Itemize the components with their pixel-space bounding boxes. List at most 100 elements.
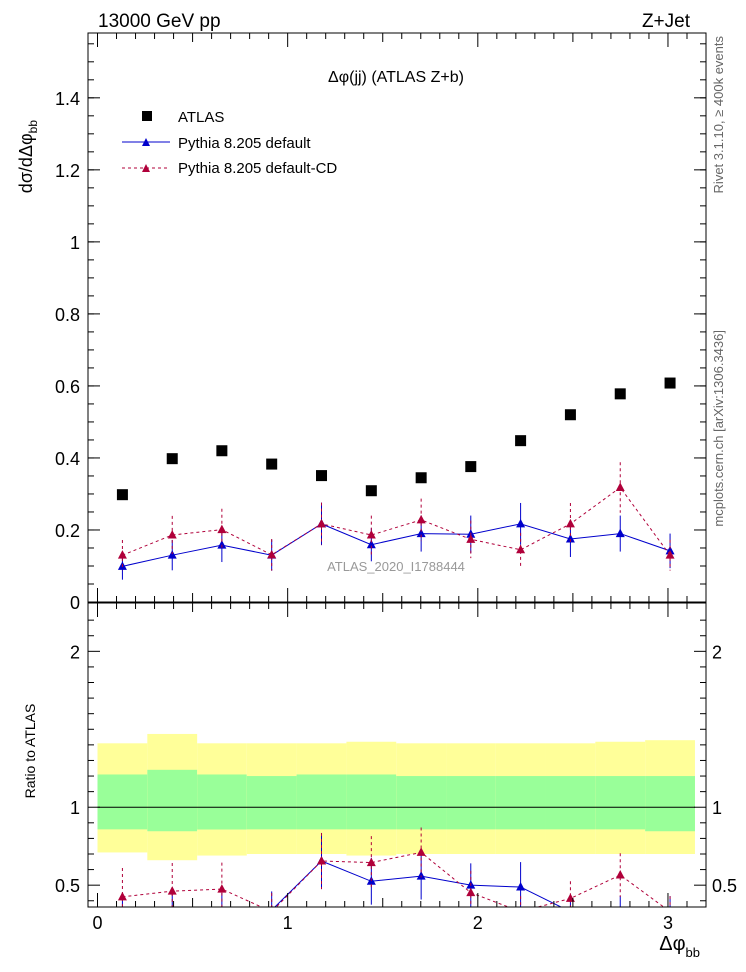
default-point-6 bbox=[416, 528, 426, 538]
ratio-default-cd-point-1 bbox=[167, 886, 177, 895]
default-cd-point-9 bbox=[565, 518, 575, 528]
atlas-point-6 bbox=[415, 472, 427, 484]
band-inner-7 bbox=[446, 776, 496, 830]
band-inner-10 bbox=[595, 776, 646, 830]
band-inner-0 bbox=[97, 774, 148, 830]
default-line bbox=[122, 523, 671, 567]
atlas-point-4 bbox=[316, 470, 328, 482]
legend-marker-default-cd bbox=[142, 164, 150, 172]
main-panel: 0 0.2 0.4 0.6 0.8 1 1.2 1.4 bbox=[55, 32, 707, 613]
main-ytick-label-1: 0.2 bbox=[55, 521, 80, 541]
atlas-point-2 bbox=[216, 445, 228, 457]
default-cd-point-5 bbox=[366, 530, 376, 539]
ratio-default-cd-point-0 bbox=[117, 891, 127, 901]
header-right: Z+Jet bbox=[642, 11, 691, 32]
atlas-point-1 bbox=[166, 453, 178, 465]
main-ytick-label-3: 0.6 bbox=[55, 377, 80, 397]
default-point-8 bbox=[516, 518, 526, 528]
default-point-5 bbox=[366, 539, 376, 549]
default-cd-line bbox=[122, 486, 671, 556]
y-axis-label-main: dσ/dΔφbb bbox=[16, 120, 40, 194]
legend-label-atlas: ATLAS bbox=[178, 109, 224, 126]
default-cd-point-0 bbox=[117, 550, 127, 559]
main-frame bbox=[87, 32, 707, 603]
ratio-panel: 0.5 0.5 1 1 2 2 0 1 2 3 bbox=[55, 602, 737, 933]
x-axis-label-text: Δφ bbox=[659, 933, 685, 955]
y-axis-label-ratio: Ratio to ATLAS bbox=[22, 704, 38, 799]
band-inner-9 bbox=[545, 776, 596, 830]
atlas-point-5 bbox=[365, 485, 377, 497]
main-ytick-label-2: 0.4 bbox=[55, 449, 80, 469]
default-cd-point-8 bbox=[516, 544, 526, 554]
main-ytick-label-0: 0 bbox=[70, 593, 80, 613]
band-inner-11 bbox=[645, 776, 695, 832]
ratio-frame bbox=[87, 602, 707, 908]
ratio-ytick-label-2: 2 bbox=[70, 642, 80, 662]
ratio-default-cd-point-3 bbox=[271, 906, 272, 907]
ratio-ytick-label-right-2: 2 bbox=[712, 642, 722, 662]
band-inner-8 bbox=[495, 776, 546, 830]
ratio-default-cd-point-10 bbox=[615, 870, 625, 879]
ratio-default-cd-point-5 bbox=[366, 857, 376, 867]
legend-label-default: Pythia 8.205 default bbox=[178, 135, 311, 152]
default-cd-point-2 bbox=[217, 524, 227, 534]
rivet-info: Rivet 3.1.10, ≥ 400k events bbox=[711, 36, 726, 194]
plot-title: Δφ(jj) (ATLAS Z+b) bbox=[328, 69, 464, 86]
atlas-point-11 bbox=[664, 377, 676, 389]
ratio-default-point-10 bbox=[620, 906, 621, 907]
default-cd-point-10 bbox=[615, 482, 625, 491]
default-cd-point-7 bbox=[466, 534, 476, 543]
ratio-default-cd-point-7 bbox=[466, 887, 476, 897]
atlas-point-9 bbox=[564, 409, 576, 421]
atlas-point-3 bbox=[266, 458, 278, 470]
legend: ATLAS Pythia 8.205 default Pythia 8.205 … bbox=[122, 109, 337, 177]
y-axis-label-sub: bb bbox=[26, 120, 40, 134]
default-cd-point-6 bbox=[416, 514, 426, 524]
main-ytick-label-7: 1.4 bbox=[55, 89, 80, 109]
ratio-default-point-6 bbox=[416, 871, 426, 880]
band-inner-3 bbox=[246, 776, 297, 830]
band-inner-5 bbox=[346, 774, 397, 830]
x-tick-label-3: 3 bbox=[663, 913, 673, 933]
ratio-default-cd-point-4 bbox=[317, 856, 327, 865]
y-axis-label-text: dσ/dΔφ bbox=[16, 133, 36, 193]
default-cd-point-1 bbox=[167, 530, 177, 539]
main-ytick-label-4: 0.8 bbox=[55, 305, 80, 325]
ratio-default-line bbox=[274, 860, 563, 907]
default-point-2 bbox=[217, 540, 227, 549]
x-axis-label-sub: bb bbox=[686, 945, 700, 960]
atlas-point-7 bbox=[465, 461, 477, 473]
ratio-ytick-label-0: 0.5 bbox=[55, 876, 80, 896]
band-inner-2 bbox=[197, 774, 247, 830]
atlas-point-10 bbox=[614, 388, 626, 400]
atlas-point-0 bbox=[116, 489, 128, 501]
legend-marker-atlas bbox=[142, 111, 152, 121]
main-clip-group bbox=[116, 377, 676, 580]
band-inner-6 bbox=[396, 776, 447, 830]
mcplots-info: mcplots.cern.ch [arXiv:1306.3436] bbox=[711, 330, 726, 527]
ratio-default-point-2 bbox=[221, 906, 223, 907]
x-tick-label-2: 2 bbox=[473, 913, 483, 933]
main-ytick-label-6: 1.2 bbox=[55, 161, 80, 181]
default-cd-point-11 bbox=[665, 550, 675, 559]
default-cd-point-4 bbox=[317, 518, 327, 528]
ratio-default-cd-line bbox=[122, 851, 665, 907]
band-inner-1 bbox=[147, 769, 198, 832]
ratio-ytick-label-1: 1 bbox=[70, 798, 80, 818]
band-inner-4 bbox=[296, 774, 347, 830]
ratio-default-point-9 bbox=[570, 906, 571, 907]
default-cd-point-3 bbox=[267, 549, 277, 559]
ratio-clip-group bbox=[117, 827, 671, 907]
ratio-default-point-8 bbox=[516, 882, 526, 891]
ratio-default-cd-series bbox=[117, 827, 671, 907]
ratio-default-cd-point-9 bbox=[565, 893, 575, 902]
x-tick-label-0: 0 bbox=[92, 913, 102, 933]
default-point-9 bbox=[565, 533, 575, 543]
watermark: ATLAS_2020_I1788444 bbox=[327, 559, 465, 574]
default-point-1 bbox=[167, 550, 177, 559]
legend-label-default-cd: Pythia 8.205 default-CD bbox=[178, 160, 337, 177]
ratio-default-cd-point-6 bbox=[416, 847, 426, 856]
ratio-default-cd-point-2 bbox=[217, 884, 227, 893]
legend-marker-default bbox=[142, 138, 150, 146]
